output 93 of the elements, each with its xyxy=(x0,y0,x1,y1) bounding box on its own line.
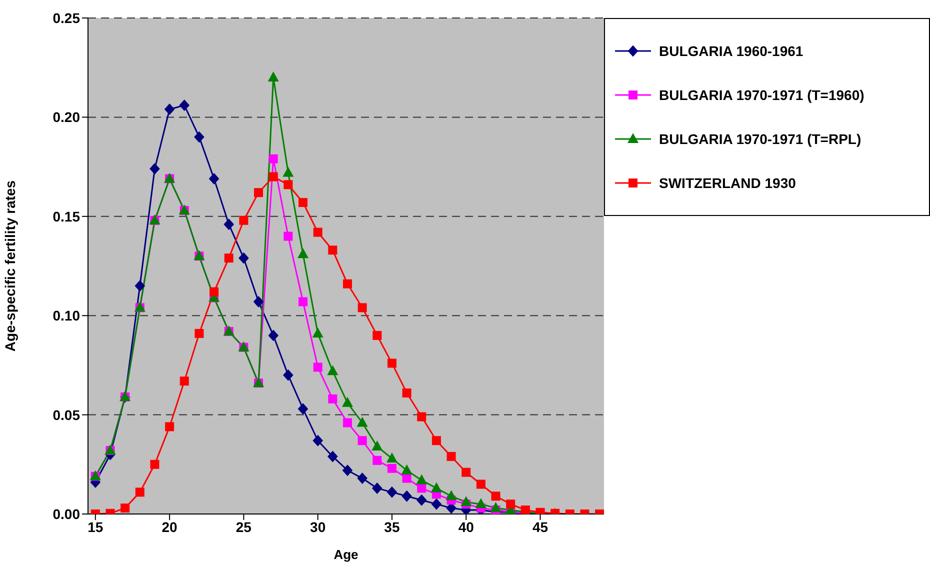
point xyxy=(491,492,500,501)
point xyxy=(401,464,412,474)
x-tick-label: 40 xyxy=(458,518,474,535)
point xyxy=(386,486,397,498)
point xyxy=(358,436,367,446)
x-tick-label: 35 xyxy=(384,518,400,535)
point xyxy=(372,440,383,451)
point xyxy=(328,246,338,255)
point xyxy=(284,232,293,241)
point xyxy=(150,163,160,174)
point xyxy=(298,403,308,414)
x-axis-title: Age xyxy=(334,547,358,562)
point xyxy=(298,248,308,258)
point xyxy=(180,376,189,386)
point xyxy=(328,394,338,404)
point xyxy=(446,490,457,500)
point xyxy=(282,166,294,177)
point xyxy=(460,496,472,506)
point xyxy=(506,500,516,509)
y-tick-label: 0.10 xyxy=(52,308,80,324)
point xyxy=(135,488,144,497)
point xyxy=(387,464,396,473)
legend-label: BULGARIA 1970-1971 (T=RPL) xyxy=(659,131,862,147)
point xyxy=(209,173,220,184)
point xyxy=(238,252,249,264)
point xyxy=(313,228,322,237)
legend-label: BULGARIA 1970-1971 (T=1960) xyxy=(659,87,864,103)
point xyxy=(150,460,160,469)
point xyxy=(164,104,175,115)
y-tick-label: 0.15 xyxy=(52,208,80,224)
point xyxy=(357,472,368,484)
point xyxy=(417,412,426,422)
x-tick-label: 15 xyxy=(88,518,104,535)
point xyxy=(446,452,456,461)
point xyxy=(402,474,412,483)
point xyxy=(254,296,264,308)
point xyxy=(194,328,204,338)
point xyxy=(462,468,471,477)
point xyxy=(358,303,367,312)
point xyxy=(284,180,293,190)
point xyxy=(431,498,442,510)
point xyxy=(372,482,382,494)
point xyxy=(386,452,398,462)
x-tick-label: 45 xyxy=(532,518,548,535)
point xyxy=(268,154,278,164)
point xyxy=(490,502,502,512)
point xyxy=(165,422,174,432)
point xyxy=(475,498,486,508)
y-tick-label: 0.20 xyxy=(52,109,80,126)
point xyxy=(372,330,382,340)
point xyxy=(432,436,441,446)
point xyxy=(268,330,278,341)
point xyxy=(342,396,353,407)
point xyxy=(430,482,442,492)
legend-label: SWITZERLAND 1930 xyxy=(659,175,796,191)
point xyxy=(313,362,322,372)
legend-label: BULGARIA 1960-1961 xyxy=(659,43,804,59)
point xyxy=(224,254,234,263)
point xyxy=(328,450,338,462)
point xyxy=(210,287,219,296)
point xyxy=(476,480,486,489)
point xyxy=(254,188,264,198)
y-tick-label: 0.00 xyxy=(52,506,80,522)
point xyxy=(416,474,428,484)
y-tick-label: 0.05 xyxy=(52,406,80,423)
point xyxy=(239,216,248,225)
point xyxy=(224,218,234,230)
point xyxy=(342,418,352,428)
point xyxy=(416,494,427,506)
x-tick-label: 20 xyxy=(162,518,178,535)
point xyxy=(283,370,294,381)
point xyxy=(402,388,412,398)
point xyxy=(268,72,279,82)
y-tick-label: 0.25 xyxy=(52,10,80,26)
y-axis-title: Age-specific fertility rates xyxy=(2,180,18,352)
point xyxy=(268,172,278,182)
point xyxy=(356,416,368,427)
point xyxy=(194,132,204,143)
point xyxy=(312,327,324,338)
point xyxy=(179,100,190,111)
point xyxy=(134,280,145,292)
x-tick-label: 25 xyxy=(236,518,252,535)
point xyxy=(342,279,352,288)
point xyxy=(387,358,396,368)
point xyxy=(312,435,323,446)
point xyxy=(342,464,352,476)
point xyxy=(298,297,308,306)
x-tick-label: 30 xyxy=(310,518,326,535)
point xyxy=(327,365,338,376)
point xyxy=(402,490,412,502)
point xyxy=(372,456,382,465)
point xyxy=(298,198,308,208)
point xyxy=(120,504,130,513)
